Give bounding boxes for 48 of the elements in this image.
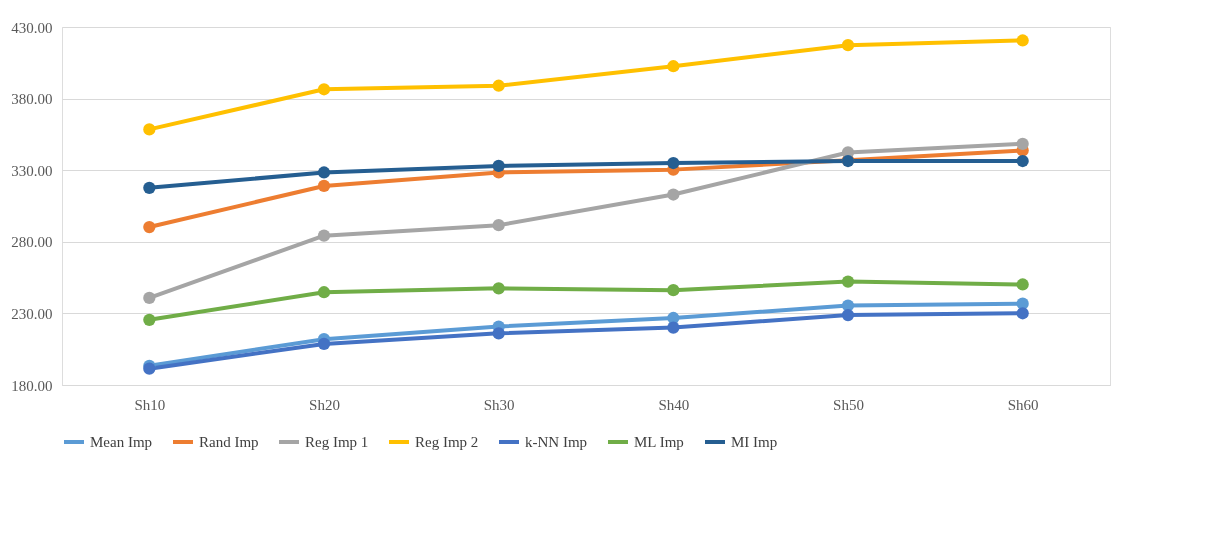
point	[1016, 34, 1029, 47]
x-tick-label: Sh10	[134, 396, 166, 413]
point	[1016, 278, 1029, 291]
legend-label: MI Imp	[731, 434, 778, 450]
point	[492, 159, 505, 173]
point	[1016, 154, 1029, 168]
x-tick-label: Sh50	[833, 396, 864, 413]
y-tick-label: 330.00	[11, 162, 53, 179]
legend-label: Mean Imp	[90, 434, 153, 450]
point	[667, 188, 680, 201]
legend-label: Reg Imp 1	[305, 434, 369, 450]
point	[841, 309, 855, 322]
y-tick-label: 380.00	[11, 91, 53, 108]
point	[1016, 307, 1029, 320]
point	[317, 337, 331, 351]
x-tick-label: Sh40	[658, 396, 690, 413]
point	[143, 181, 156, 194]
point	[667, 156, 680, 170]
point	[143, 220, 156, 234]
legend-label: k-NN Imp	[525, 434, 588, 450]
x-tick-label: Sh60	[1007, 396, 1039, 413]
point	[492, 79, 505, 92]
y-tick-label: 180.00	[11, 377, 53, 394]
point	[492, 282, 505, 295]
point	[1016, 137, 1029, 150]
point	[841, 275, 855, 288]
legend-label: ML Imp	[634, 434, 684, 450]
x-tick-label: Sh20	[309, 396, 340, 413]
point	[841, 39, 855, 52]
y-tick-label: 430.00	[11, 19, 53, 36]
point	[317, 166, 331, 179]
point	[143, 123, 156, 136]
point	[667, 60, 680, 73]
point	[317, 83, 331, 96]
point	[492, 327, 505, 340]
point	[317, 229, 331, 242]
point	[492, 219, 505, 232]
point	[317, 179, 331, 193]
y-tick-label: 230.00	[11, 305, 53, 322]
x-tick-label: Sh30	[483, 396, 515, 413]
legend-label: Reg Imp 2	[415, 434, 479, 450]
point	[667, 321, 680, 334]
legend-label: Rand Imp	[199, 434, 259, 450]
point	[667, 284, 680, 297]
point	[317, 286, 331, 299]
y-tick-label: 280.00	[11, 234, 53, 251]
point	[143, 291, 156, 305]
point	[143, 313, 156, 326]
